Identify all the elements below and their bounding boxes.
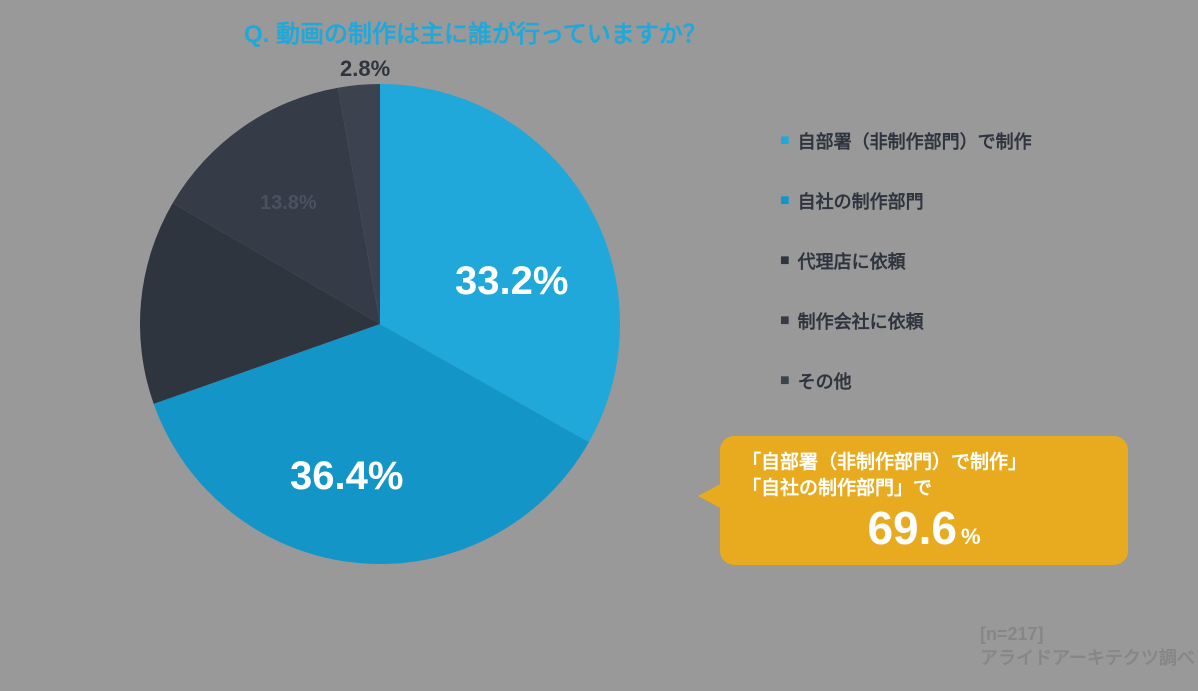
callout-number: 69.6 xyxy=(867,501,957,555)
slice-label: 36.4% xyxy=(290,454,403,499)
slice-label: 33.2% xyxy=(455,259,568,304)
slice-label-external: 2.8% xyxy=(340,56,390,82)
callout-line-1: 「自部署（非制作部門）で制作」 xyxy=(742,450,1106,476)
legend-item: ■ その他 xyxy=(780,368,1032,394)
legend-label: 自部署（非制作部門）で制作 xyxy=(798,128,1032,154)
legend-item: ■ 自部署（非制作部門）で制作 xyxy=(780,128,1032,154)
legend-item: ■ 代理店に依頼 xyxy=(780,248,1032,274)
legend-item: ■ 自社の制作部門 xyxy=(780,188,1032,214)
callout-line-2: 「自社の制作部門」で xyxy=(742,476,1106,502)
callout-big-value: 69.6 % xyxy=(742,501,1106,555)
legend-swatch: ■ xyxy=(780,312,790,330)
legend-swatch: ■ xyxy=(780,192,790,210)
summary-callout: 「自部署（非制作部門）で制作」 「自社の制作部門」で 69.6 % xyxy=(720,436,1128,565)
legend-label: 代理店に依頼 xyxy=(798,248,906,274)
callout-unit: % xyxy=(961,524,981,550)
slice-label: 13.8% xyxy=(260,192,317,215)
legend-label: その他 xyxy=(798,368,852,394)
footnote-source: アライドアーキテクツ調べ xyxy=(980,646,1195,670)
legend-label: 自社の制作部門 xyxy=(798,188,924,214)
footnote-n: [n=217] xyxy=(980,622,1195,646)
chart-canvas: Q. 動画の制作は主に誰が行っていますか？ 33.2% 36.4% 13.8% 2.8… xyxy=(0,0,1198,691)
footnote: [n=217] アライドアーキテクツ調べ xyxy=(980,622,1195,671)
legend-swatch: ■ xyxy=(780,132,790,150)
legend-label: 制作会社に依頼 xyxy=(798,308,924,334)
legend-swatch: ■ xyxy=(780,252,790,270)
legend-item: ■ 制作会社に依頼 xyxy=(780,308,1032,334)
chart-title: Q. 動画の制作は主に誰が行っていますか？ xyxy=(244,14,707,49)
legend-swatch: ■ xyxy=(780,372,790,390)
pie-chart: 33.2%36.4%13.8%2.8% xyxy=(140,84,620,564)
legend: ■ 自部署（非制作部門）で制作 ■ 自社の制作部門 ■ 代理店に依頼 ■ 制作会社に依頼 ■ その… xyxy=(780,128,1032,428)
